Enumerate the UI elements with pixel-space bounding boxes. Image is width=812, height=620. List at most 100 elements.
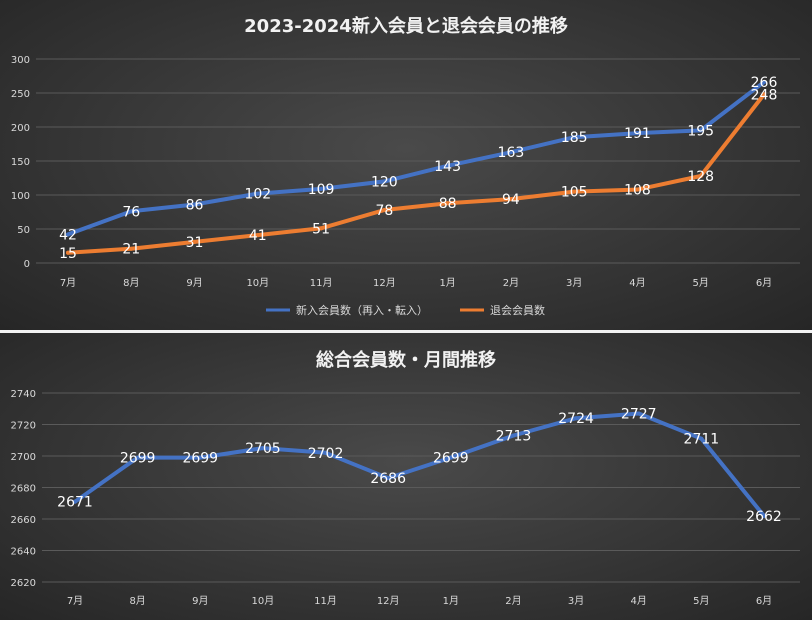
data-label: 143	[434, 159, 461, 175]
data-label: 2662	[746, 509, 782, 525]
chart-top: 2023-2024新入会員と退会会員の推移 0 50 100 150 200 250 300…	[11, 15, 800, 317]
x-tick-label: 4月	[631, 595, 647, 607]
y-tick-label: 150	[11, 157, 30, 168]
data-point	[572, 189, 577, 194]
legend-label-leave: 退会会員数	[490, 304, 545, 317]
data-label: 266	[751, 75, 778, 91]
data-point	[323, 450, 328, 455]
data-point	[198, 455, 203, 460]
data-point	[319, 226, 324, 231]
data-label: 248	[751, 87, 778, 103]
x-tick-label: 8月	[123, 277, 139, 289]
data-point	[386, 476, 391, 481]
data-point	[260, 446, 265, 451]
data-label: 31	[186, 235, 204, 251]
data-label: 15	[59, 246, 77, 262]
x-tick-label: 9月	[192, 595, 208, 607]
y-tick-label: 100	[11, 191, 30, 202]
data-point	[192, 202, 197, 207]
x-tick-label: 2月	[505, 595, 521, 607]
data-point	[699, 436, 704, 441]
legend: 新入会員数（再入・転入） 退会会員数	[266, 303, 545, 317]
y-tick-label: 2700	[11, 452, 36, 463]
data-label: 2699	[182, 451, 218, 467]
y-tick-label: 300	[11, 55, 30, 66]
data-point	[382, 207, 387, 212]
x-tick-label: 11月	[310, 277, 333, 289]
data-label: 2705	[245, 441, 281, 457]
data-label: 195	[687, 123, 714, 139]
data-point	[192, 239, 197, 244]
data-point	[66, 250, 70, 255]
data-point	[698, 173, 703, 178]
data-point	[698, 128, 703, 133]
data-point	[574, 416, 579, 421]
x-tick-label: 6月	[756, 595, 772, 607]
data-point	[762, 513, 766, 518]
data-point	[319, 186, 324, 191]
legend-label-new: 新入会員数（再入・転入）	[296, 303, 428, 317]
data-point	[508, 150, 513, 155]
data-point	[636, 411, 641, 416]
data-point	[511, 433, 516, 438]
data-label: 2699	[433, 451, 469, 467]
x-tick-label: 9月	[186, 277, 202, 289]
chart-panel-bottom: 総合会員数・月間推移 2620 2640 2660 2680 2700 2720 2740 …	[0, 333, 812, 620]
series-line-2	[66, 92, 766, 255]
data-label: 163	[498, 145, 525, 161]
data-point	[445, 163, 450, 168]
x-tick-label: 1月	[443, 595, 459, 607]
x-tick-label: 7月	[60, 277, 76, 289]
y-tick-label: 2680	[11, 484, 36, 495]
x-tick-label: 11月	[314, 595, 337, 607]
data-label: 2671	[57, 495, 93, 511]
data-label: 42	[59, 227, 77, 243]
y-tick-label: 0	[24, 259, 30, 270]
x-tick-label: 5月	[693, 277, 709, 289]
y-tick-label: 2640	[11, 547, 36, 558]
data-point	[66, 232, 70, 237]
data-label: 78	[375, 203, 393, 219]
data-point	[382, 179, 387, 184]
data-point	[129, 246, 134, 251]
data-point	[572, 135, 577, 140]
y-tick-label: 200	[11, 123, 30, 134]
y-tick-label: 50	[17, 225, 30, 236]
chart-title: 2023-2024新入会員と退会会員の推移	[244, 15, 568, 37]
data-point	[635, 187, 640, 192]
data-label: 2727	[621, 406, 657, 422]
series-line-1	[66, 80, 766, 237]
x-tick-label: 6月	[756, 277, 772, 289]
x-tick-label: 1月	[439, 277, 455, 289]
data-label: 109	[308, 182, 335, 198]
x-tick-label: 2月	[503, 277, 519, 289]
x-tick-label: 10月	[246, 277, 269, 289]
data-label: 120	[371, 174, 398, 190]
data-point	[762, 92, 766, 97]
data-label: 76	[122, 204, 140, 220]
y-tick-label: 250	[11, 89, 30, 100]
data-point	[635, 131, 640, 136]
data-label: 88	[439, 196, 457, 212]
chart-panel-top: 2023-2024新入会員と退会会員の推移 0 50 100 150 200 250 300…	[0, 0, 812, 330]
x-tick-label: 12月	[377, 595, 400, 607]
chart-bottom: 総合会員数・月間推移 2620264026602680270027202740 …	[11, 349, 800, 607]
x-tick-label: 5月	[693, 595, 709, 607]
data-label: 105	[561, 185, 588, 201]
x-tick-label: 3月	[566, 277, 582, 289]
data-label: 2702	[308, 446, 344, 462]
data-label: 108	[624, 183, 651, 199]
data-label: 51	[312, 221, 330, 237]
x-tick-label: 12月	[373, 277, 396, 289]
data-label: 2686	[370, 471, 406, 487]
data-point	[508, 197, 513, 202]
data-label: 2724	[558, 411, 594, 427]
y-tick-label: 2620	[11, 578, 36, 589]
x-tick-label: 8月	[129, 595, 145, 607]
data-point	[255, 191, 260, 196]
data-label: 185	[561, 130, 588, 146]
data-label: 2699	[120, 451, 156, 467]
data-point	[255, 233, 260, 238]
data-label: 2711	[684, 432, 720, 448]
x-tick-label: 3月	[568, 595, 584, 607]
